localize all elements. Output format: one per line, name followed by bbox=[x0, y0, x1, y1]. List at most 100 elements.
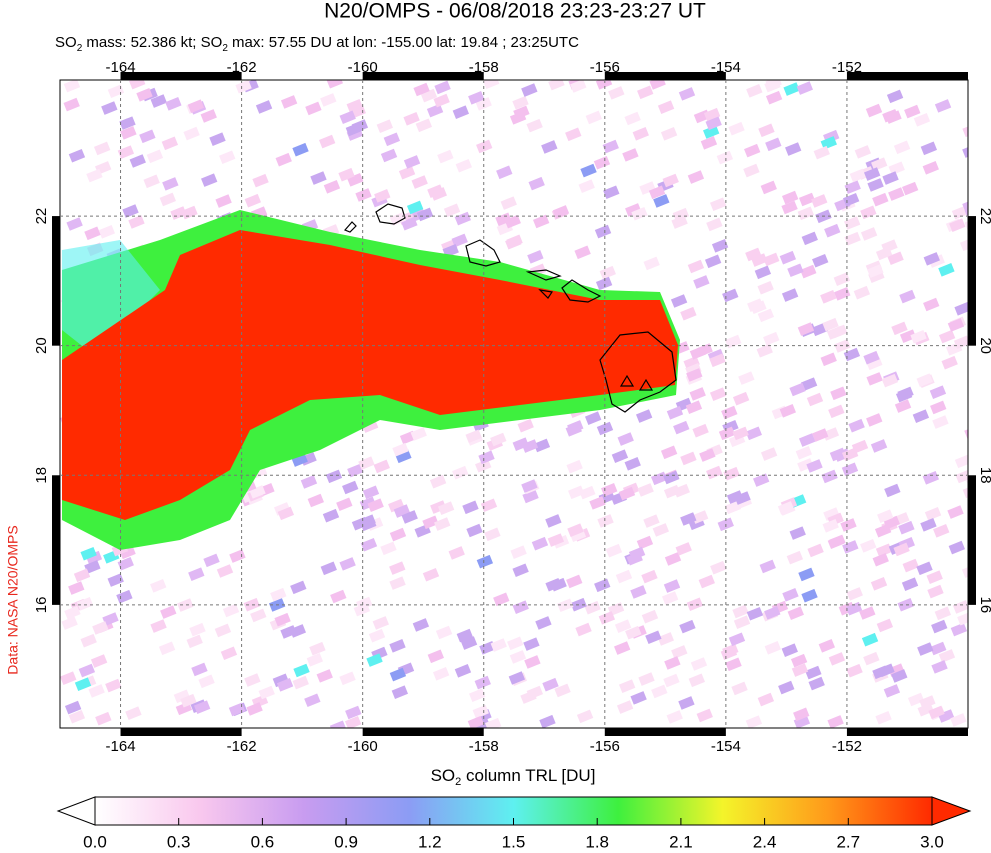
pixel bbox=[689, 345, 707, 360]
pixel bbox=[798, 567, 815, 582]
pixel bbox=[795, 445, 813, 460]
pixel bbox=[347, 172, 364, 187]
frame-bar bbox=[604, 72, 726, 80]
colorbar-tick-label: 3.0 bbox=[920, 832, 944, 851]
frame-bar bbox=[362, 728, 484, 736]
pixel bbox=[797, 206, 814, 221]
pixel bbox=[508, 671, 526, 685]
pixel bbox=[597, 514, 614, 528]
pixel bbox=[73, 568, 91, 583]
pixel bbox=[389, 667, 407, 682]
pixel bbox=[601, 482, 618, 497]
pixel bbox=[894, 399, 912, 413]
pixel bbox=[849, 168, 867, 183]
subtitle-part: 2 bbox=[77, 43, 83, 54]
pixel bbox=[820, 352, 837, 367]
x-tick-label: -164 bbox=[106, 59, 136, 76]
pixel bbox=[389, 561, 406, 575]
pixel bbox=[292, 142, 309, 157]
pixel bbox=[673, 483, 690, 498]
pixel bbox=[759, 559, 776, 574]
pixel bbox=[521, 479, 538, 493]
pixel bbox=[244, 673, 261, 687]
pixel bbox=[595, 80, 613, 90]
pixel bbox=[891, 321, 908, 336]
pixel bbox=[950, 713, 967, 727]
pixel bbox=[793, 715, 811, 728]
pixel bbox=[757, 280, 774, 295]
pixel bbox=[680, 512, 697, 526]
pixel bbox=[476, 554, 494, 569]
pixel bbox=[325, 469, 343, 484]
pixel bbox=[725, 334, 742, 349]
pixel bbox=[469, 688, 486, 703]
pixel bbox=[411, 175, 428, 189]
pixel bbox=[189, 622, 206, 637]
pixel bbox=[706, 217, 723, 232]
pixel bbox=[785, 142, 802, 156]
pixel bbox=[214, 623, 232, 638]
pixel bbox=[828, 652, 846, 666]
pixel bbox=[401, 510, 418, 524]
pixel bbox=[372, 616, 389, 630]
pixel bbox=[389, 639, 406, 653]
colorbar-label-part: column TRL [DU] bbox=[461, 766, 595, 785]
pixel bbox=[663, 579, 681, 593]
pixel bbox=[616, 700, 634, 714]
pixel bbox=[102, 612, 119, 626]
pixel bbox=[841, 462, 859, 477]
pixel bbox=[575, 622, 592, 637]
pixel bbox=[246, 702, 263, 716]
pixel bbox=[505, 235, 522, 250]
pixel bbox=[843, 347, 861, 362]
pixel bbox=[754, 265, 772, 280]
pixel bbox=[528, 176, 545, 191]
pixel bbox=[723, 466, 740, 481]
pixel bbox=[663, 470, 680, 485]
pixel bbox=[800, 377, 818, 391]
frame-bar bbox=[968, 475, 976, 605]
pixel bbox=[818, 638, 836, 653]
pixel bbox=[468, 91, 485, 105]
frame-bar bbox=[604, 728, 726, 736]
pixel bbox=[720, 646, 738, 661]
pixel bbox=[687, 170, 705, 184]
pixel bbox=[455, 158, 472, 173]
y-tick-label: 18 bbox=[33, 467, 50, 484]
pixel bbox=[790, 653, 808, 668]
pixel bbox=[320, 93, 337, 107]
colorbar-tick-label: 2.4 bbox=[753, 832, 777, 851]
pixel bbox=[941, 355, 958, 370]
y-tick-label: 16 bbox=[977, 597, 991, 614]
pixel bbox=[162, 177, 179, 191]
colorbar-under bbox=[56, 796, 96, 826]
pixel bbox=[578, 179, 595, 193]
pixel bbox=[173, 689, 191, 704]
pixel bbox=[416, 207, 434, 222]
pixel bbox=[452, 105, 470, 119]
pixel bbox=[63, 80, 81, 93]
pixel bbox=[329, 720, 347, 728]
pixel bbox=[887, 251, 904, 266]
x-tick-label: -158 bbox=[469, 59, 499, 76]
pixel bbox=[698, 574, 715, 589]
pixel bbox=[833, 272, 851, 286]
pixel bbox=[692, 423, 709, 438]
pixel bbox=[867, 178, 884, 192]
pixel bbox=[779, 250, 797, 265]
pixel bbox=[758, 123, 775, 138]
pixel bbox=[806, 459, 823, 473]
frame-bar bbox=[362, 72, 484, 80]
pixel bbox=[533, 438, 551, 453]
pixel bbox=[618, 679, 636, 693]
pixel bbox=[812, 253, 829, 268]
y-tick-label: 18 bbox=[977, 467, 991, 484]
pixel bbox=[704, 254, 722, 269]
pixel bbox=[744, 143, 761, 158]
pixel bbox=[68, 709, 86, 724]
pixel bbox=[779, 404, 796, 418]
pixel bbox=[872, 665, 889, 680]
pixel bbox=[323, 180, 341, 194]
pixel bbox=[930, 400, 947, 415]
pixel bbox=[602, 139, 619, 154]
